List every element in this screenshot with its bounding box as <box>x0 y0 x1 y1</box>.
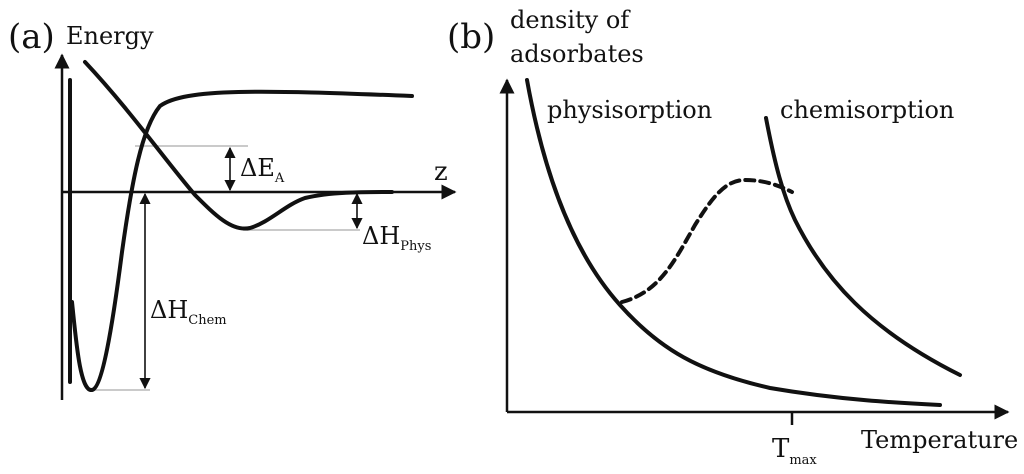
tmax-label: Tmax <box>772 434 817 468</box>
chemisorption-density-curve <box>764 116 962 377</box>
physisorption-label: physisorption <box>547 96 712 124</box>
panel-a-tag: (a) <box>8 17 55 57</box>
delta-h-phys-label: ΔHPhys <box>362 222 431 254</box>
chemisorption-label: chemisorption <box>780 96 954 124</box>
energy-axis-label: Energy <box>66 22 154 50</box>
panel-b-tag: (b) <box>447 17 495 57</box>
delta-h-chem-label: ΔHChem <box>150 296 227 328</box>
panel-b: (b) density of adsorbates Temperature Tm… <box>447 6 1018 468</box>
chemisorption-potential-curve <box>70 89 414 392</box>
panel-a: (a) Energy z ΔEA ΔHPhys ΔHChem <box>8 17 457 400</box>
transition-dashed-curve <box>620 178 794 304</box>
z-axis-label: z <box>434 157 448 187</box>
physisorption-potential-curve <box>83 60 394 231</box>
physisorption-density-curve <box>525 78 942 407</box>
delta-ea-label: ΔEA <box>240 154 285 186</box>
temperature-axis-label: Temperature <box>861 426 1018 454</box>
density-axis-label-line2: adsorbates <box>510 40 644 68</box>
density-axis-label-line1: density of <box>510 6 631 34</box>
